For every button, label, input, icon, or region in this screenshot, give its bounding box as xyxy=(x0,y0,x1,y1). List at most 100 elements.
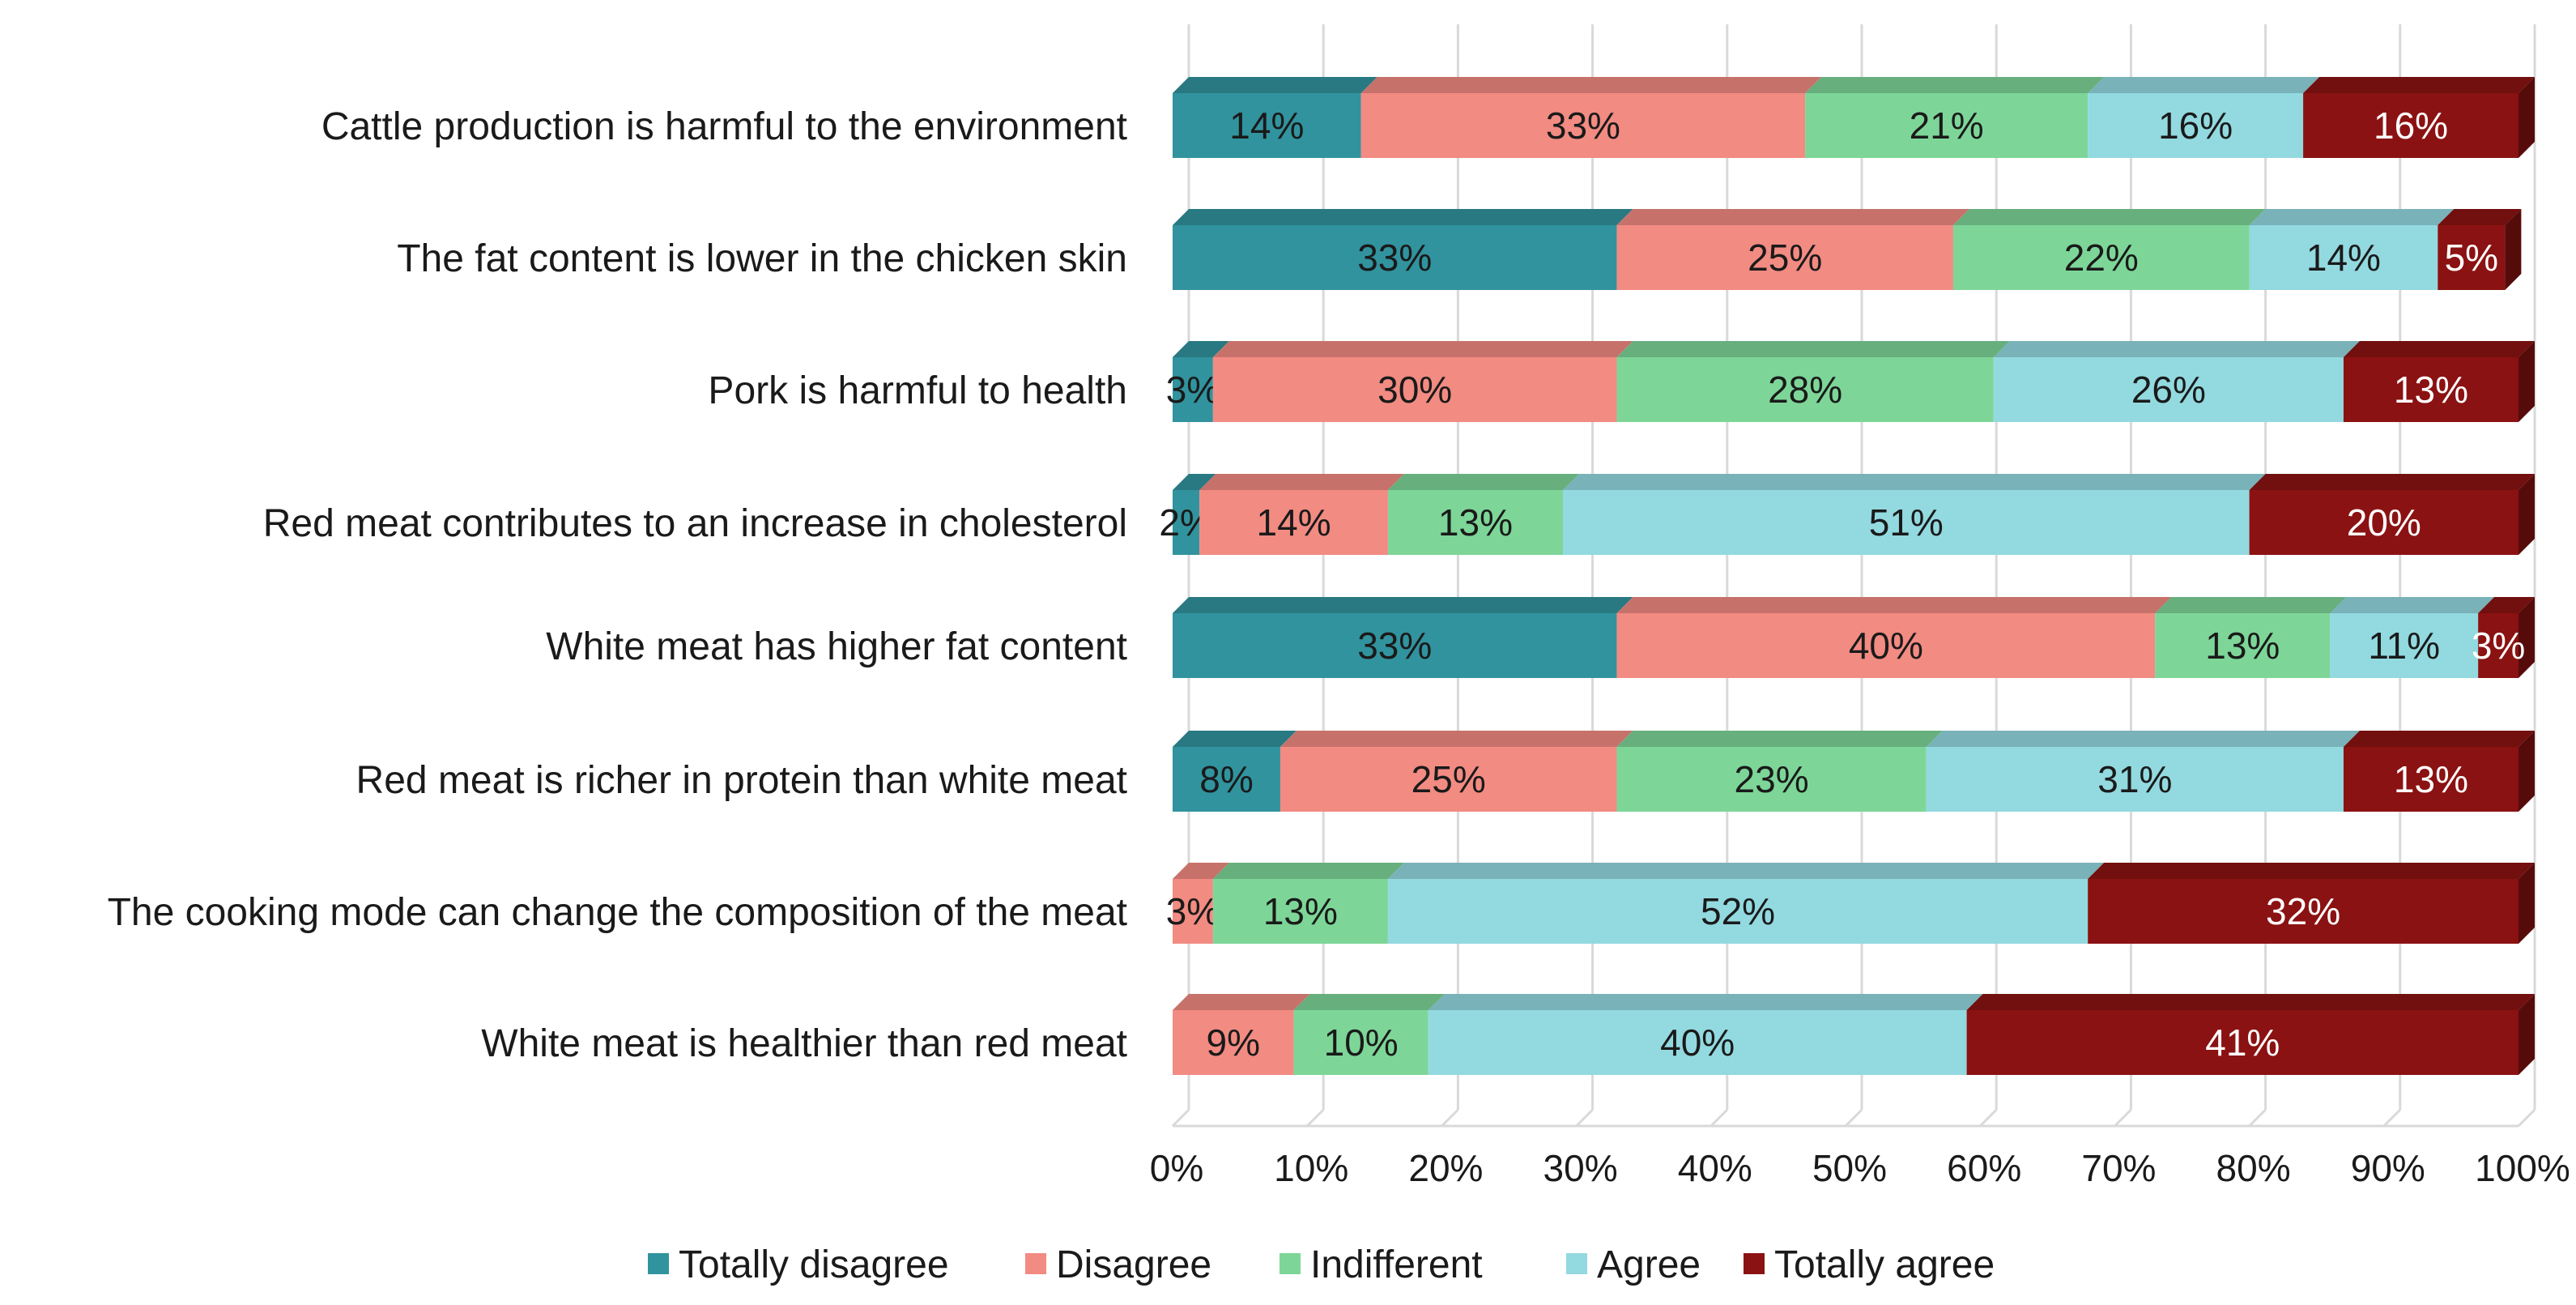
bar-segment-top xyxy=(1173,77,1377,93)
x-tick-label: 70% xyxy=(2081,1147,2156,1189)
data-label: 8% xyxy=(1199,758,1253,800)
bar-segment xyxy=(1212,357,1617,422)
category-label: The fat content is lower in the chicken … xyxy=(397,237,1127,280)
data-label: 13% xyxy=(2205,625,2280,667)
data-label: 10% xyxy=(1324,1021,1399,1064)
x-tick-label: 30% xyxy=(1543,1147,1618,1189)
bar-segment xyxy=(1428,1010,1967,1075)
bar-segment-top xyxy=(1993,341,2360,357)
legend-item: Indifferent xyxy=(1279,1243,1483,1286)
gridline-floor xyxy=(1979,1108,1998,1128)
bar-segment-top xyxy=(2088,863,2535,879)
bar-segment-side xyxy=(2519,731,2535,812)
data-label: 30% xyxy=(1377,369,1452,411)
bar-segment xyxy=(1966,1010,2519,1075)
bar-segment xyxy=(2438,225,2506,290)
gridline-floor xyxy=(1575,1108,1594,1128)
bar-segment-top xyxy=(1616,209,1969,225)
bar-segment-top xyxy=(1926,731,2360,747)
bar-segment xyxy=(1173,613,1617,678)
bar-segments: 14% 33% 21% 16% 16% 33% 25% 22% 14% 5% 3% 30% 28% 26%… xyxy=(1159,77,2535,1075)
data-label: 25% xyxy=(1411,758,1486,800)
bar-segment xyxy=(1173,1010,1294,1075)
category-label: Red meat is richer in protein than white… xyxy=(356,759,1127,802)
data-label: 5% xyxy=(2445,237,2498,279)
bar-segment-top xyxy=(1173,863,1229,879)
x-tick-label: 100% xyxy=(2475,1147,2570,1189)
bar-segment-side xyxy=(2505,209,2522,290)
bar-segment-top xyxy=(1387,863,2105,879)
data-label: 28% xyxy=(1768,369,1842,411)
bar-segment-top xyxy=(1360,77,1822,93)
bar-segment-side xyxy=(2519,341,2535,422)
bar-segment-top xyxy=(1173,731,1297,747)
data-label: 13% xyxy=(1263,890,1338,932)
bar-segment-top xyxy=(2303,77,2535,93)
legend-label: Agree xyxy=(1597,1243,1701,1286)
bar-segment-side xyxy=(2519,474,2535,555)
bar-segment-top xyxy=(1616,341,2010,357)
data-label: 20% xyxy=(2347,501,2421,544)
bar-segment xyxy=(1993,357,2344,422)
bar-segment xyxy=(1562,490,2250,555)
gridline-floor xyxy=(1441,1108,1459,1128)
bar-segment-top xyxy=(2330,597,2495,613)
data-label: 40% xyxy=(1849,625,1923,667)
bar-segment xyxy=(2088,879,2519,944)
bar-segment xyxy=(2330,613,2479,678)
legend-swatch xyxy=(648,1253,669,1274)
legend-swatch xyxy=(1744,1253,1765,1274)
gridline-floor xyxy=(1306,1108,1325,1128)
category-label: The cooking mode can change the composit… xyxy=(108,891,1127,934)
gridlines xyxy=(1171,24,2536,1128)
category-labels: Cattle production is harmful to the envi… xyxy=(108,105,1127,1065)
legend-swatch xyxy=(1279,1253,1301,1274)
category-label: Pork is harmful to health xyxy=(708,369,1127,412)
data-label: 33% xyxy=(1357,625,1432,667)
data-label: 3% xyxy=(2472,625,2525,667)
bar-segment xyxy=(1805,93,2088,158)
data-label: 26% xyxy=(2131,369,2206,411)
bar-segment xyxy=(1173,225,1617,290)
bar-segment-top xyxy=(1805,77,2105,93)
bar-segment xyxy=(1212,879,1388,944)
gridline-floor xyxy=(2517,1108,2536,1128)
bar-segment-top xyxy=(1966,994,2535,1010)
bar-segment xyxy=(1387,879,2088,944)
data-label: 41% xyxy=(2205,1021,2280,1064)
bar-segment xyxy=(2478,613,2519,678)
bar-segment xyxy=(1952,225,2250,290)
category-label: White meat has higher fat content xyxy=(546,625,1127,668)
bar-segment xyxy=(1360,93,1806,158)
bar-segment-top xyxy=(1199,474,1404,490)
x-tick-label: 20% xyxy=(1408,1147,1483,1189)
x-tick-label: 50% xyxy=(1812,1147,1887,1189)
x-tick-label: 90% xyxy=(2351,1147,2425,1189)
data-label: 14% xyxy=(1229,104,1304,147)
gridline-floor xyxy=(2382,1108,2401,1128)
bar-segment-top xyxy=(2088,77,2320,93)
bar-segment-top xyxy=(1173,474,1216,490)
data-label: 31% xyxy=(2097,758,2172,800)
bar-segment xyxy=(1279,747,1617,812)
bar-segment-side xyxy=(2519,77,2535,158)
bar-segment xyxy=(2343,357,2519,422)
bar-segment xyxy=(2343,747,2519,812)
legend-swatch xyxy=(1566,1253,1587,1274)
bar-segment-top xyxy=(1173,994,1310,1010)
data-label: 16% xyxy=(2158,104,2233,147)
data-label: 14% xyxy=(1257,501,1331,544)
bar-segment-top xyxy=(1952,209,2266,225)
data-label: 3% xyxy=(1166,369,1220,411)
bar-segment-top xyxy=(1212,863,1404,879)
legend-item: Totally disagree xyxy=(648,1243,949,1286)
bar-segment xyxy=(1926,747,2344,812)
bar-segment xyxy=(1199,490,1388,555)
bar-segment-top xyxy=(1173,209,1633,225)
bar-segment xyxy=(1293,1010,1429,1075)
bar-segment-top xyxy=(1616,597,2172,613)
category-label: Red meat contributes to an increase in c… xyxy=(263,502,1127,545)
bar-segment-top xyxy=(2438,209,2522,225)
bar-segment xyxy=(2303,93,2519,158)
